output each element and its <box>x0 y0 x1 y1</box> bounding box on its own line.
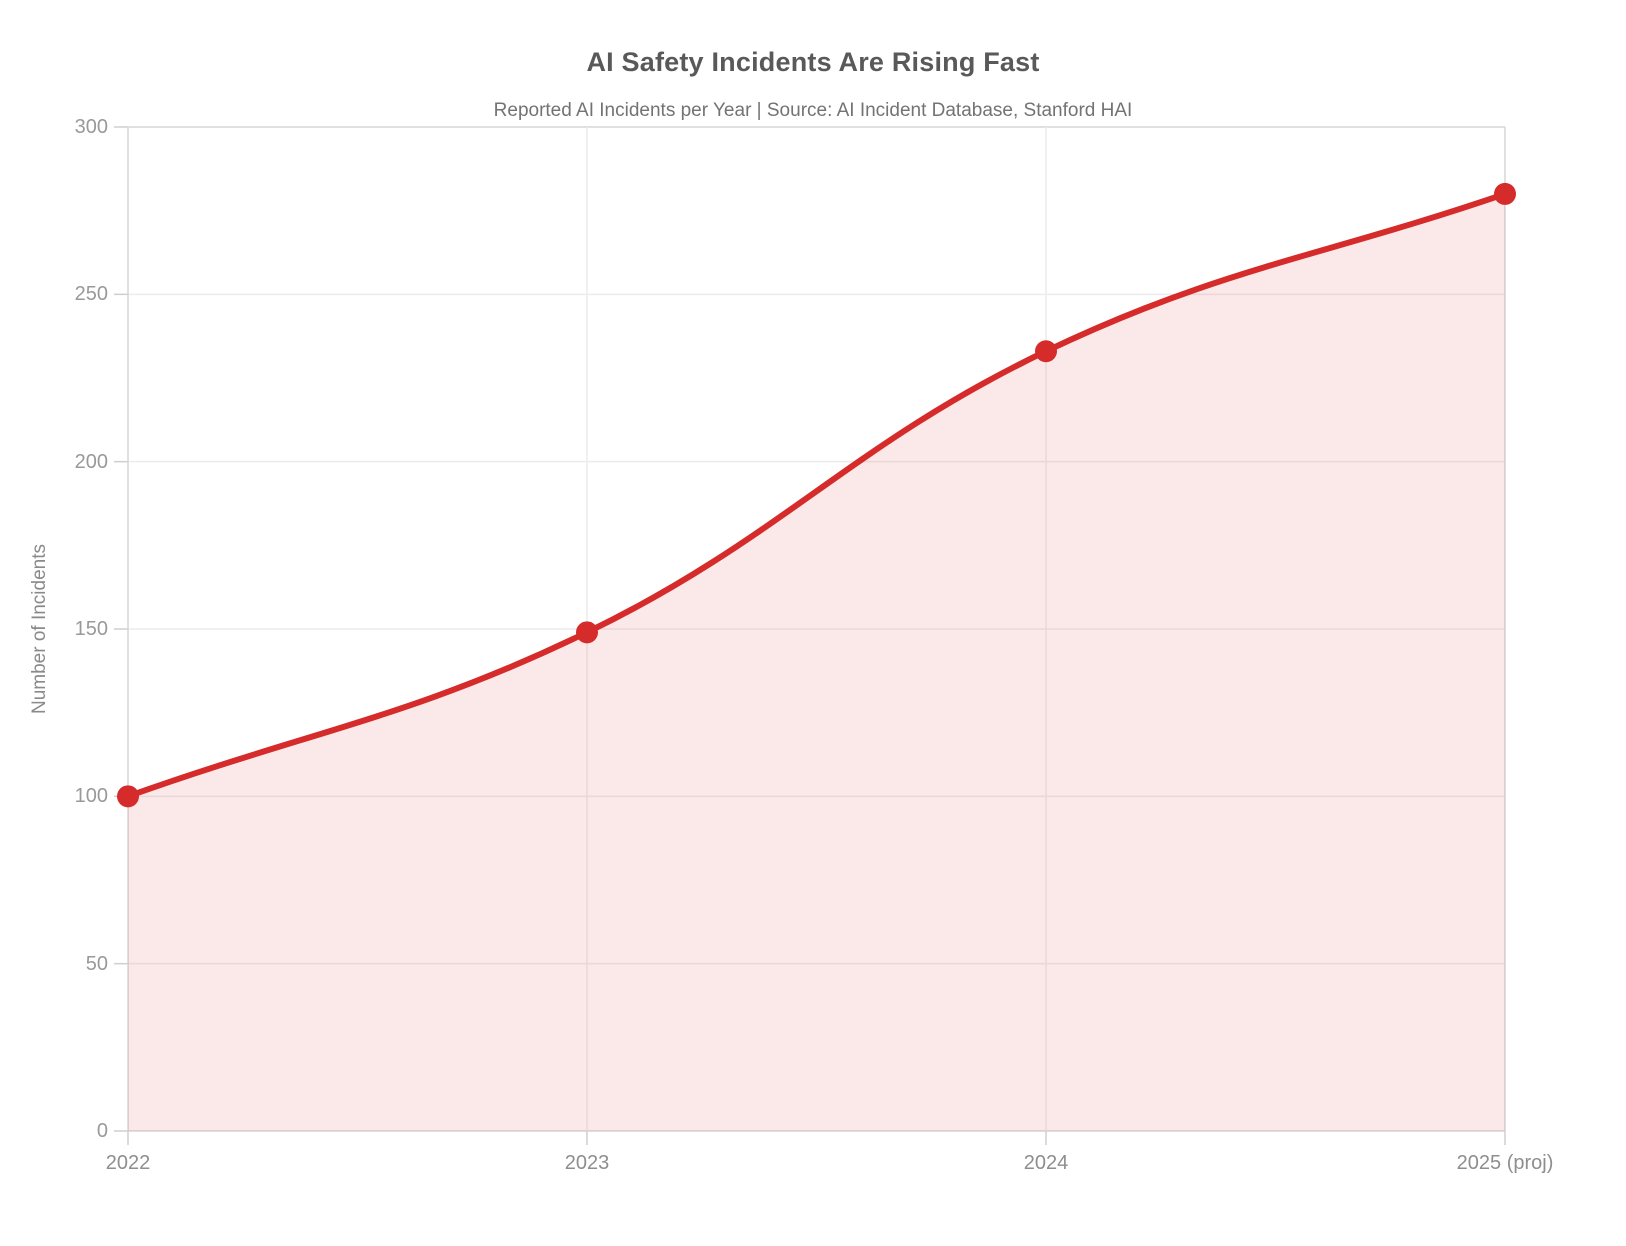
chart-title: AI Safety Incidents Are Rising Fast <box>586 47 1040 77</box>
data-point <box>1494 182 1516 205</box>
plot-area <box>114 126 1516 1145</box>
area-fill <box>128 193 1505 1131</box>
data-point <box>1035 340 1057 363</box>
y-tick-label: 100 <box>74 785 108 808</box>
x-tick-label: 2025 (proj) <box>1456 1152 1554 1174</box>
data-point <box>576 621 598 644</box>
chart-subtitle: Reported AI Incidents per Year | Source:… <box>493 100 1133 121</box>
y-tick-label: 0 <box>96 1120 108 1142</box>
y-tick-label: 150 <box>74 618 108 640</box>
data-point <box>117 785 139 808</box>
y-tick-label: 50 <box>85 952 108 975</box>
y-tick-label: 250 <box>74 283 108 306</box>
x-tick-label: 2024 <box>1023 1152 1069 1174</box>
trend-line <box>125 190 1508 800</box>
y-tick-label: 300 <box>74 116 108 138</box>
x-tick-label: 2022 <box>105 1152 151 1174</box>
y-tick-label: 200 <box>74 450 108 473</box>
x-tick-label: 2023 <box>564 1152 610 1174</box>
